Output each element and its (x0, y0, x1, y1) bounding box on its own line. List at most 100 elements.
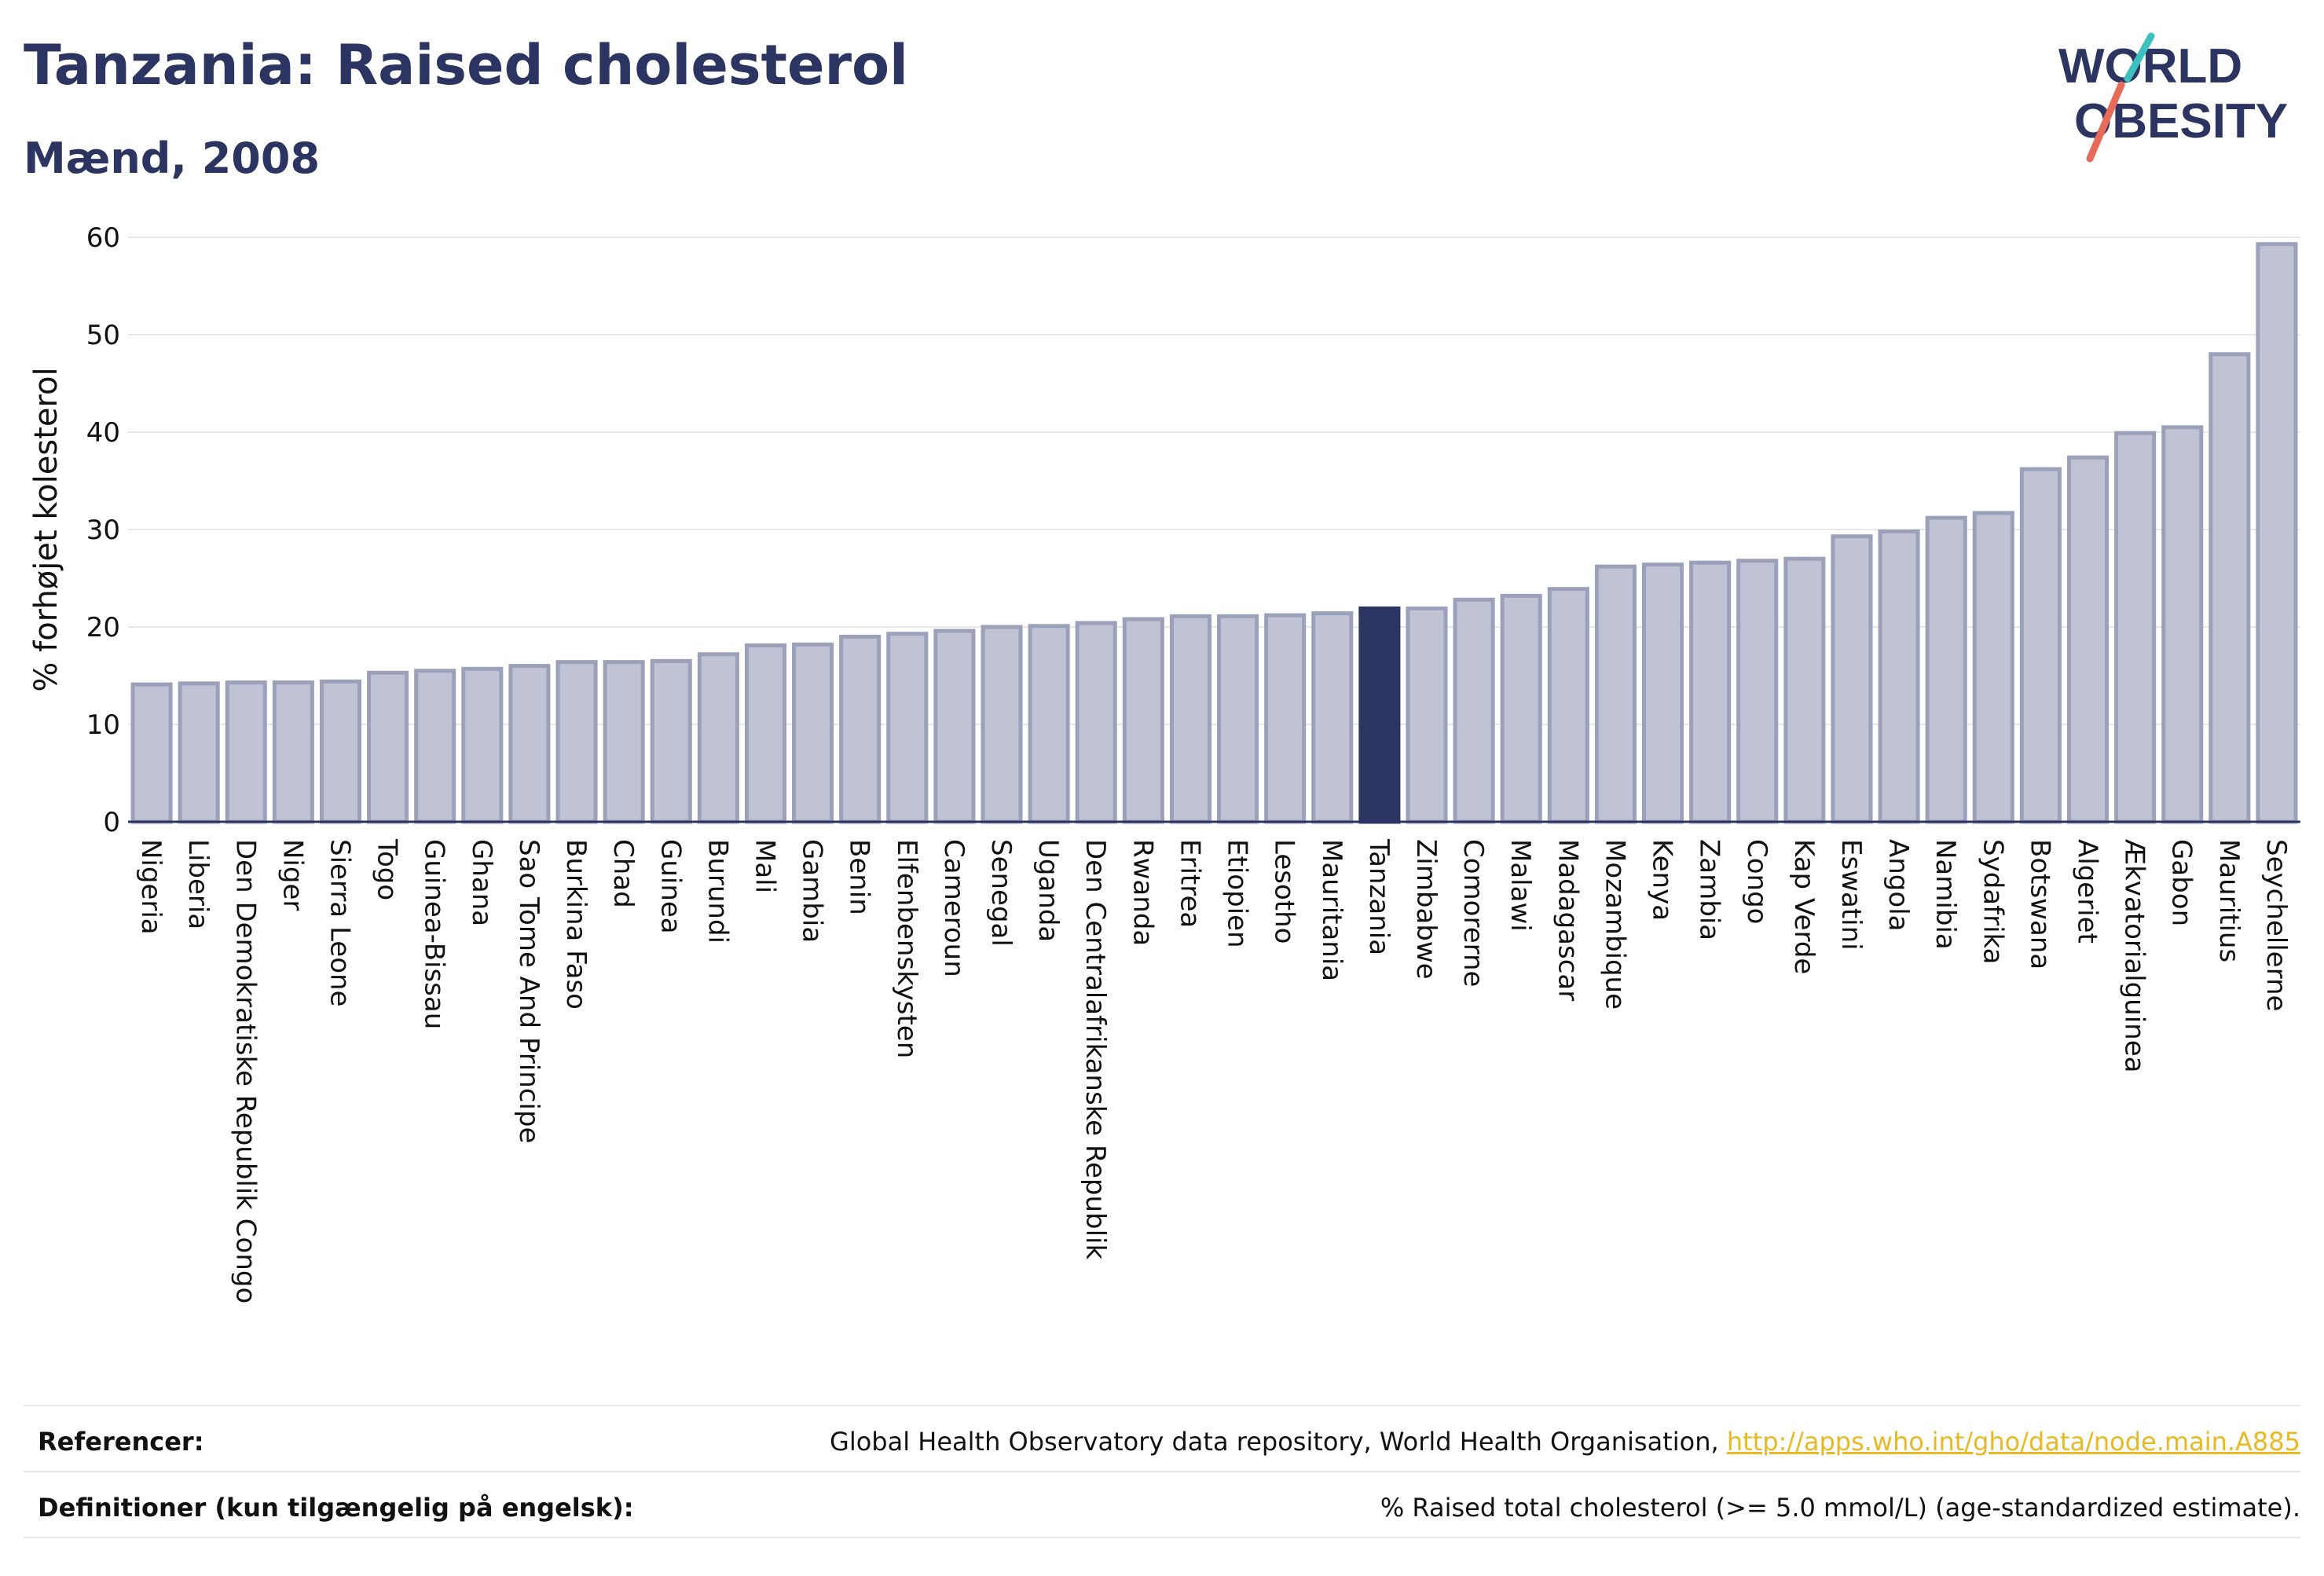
bar-angola[interactable] (1878, 529, 1920, 824)
y-axis-ticks: 0 10 20 30 40 50 60 (86, 222, 120, 838)
definitions-text: % Raised total cholesterol (>= 5.0 mmol/… (1380, 1493, 2300, 1523)
x-tick-label: Comorerne (1457, 839, 1489, 987)
bar-den-demokratiske-republik-congo[interactable] (225, 680, 267, 824)
x-tick-label: Angola (1882, 839, 1914, 931)
x-tick-label: Mali (749, 839, 780, 893)
x-tick-label: Guinea (654, 839, 686, 934)
bar-mauritania[interactable] (1311, 611, 1354, 824)
bar-tanzania[interactable] (1358, 606, 1401, 824)
bar-den-centralafrikanske-republik[interactable] (1075, 621, 1117, 824)
bar-ækvatorialguinea[interactable] (2114, 431, 2157, 824)
x-tick-label: Niger (277, 839, 308, 911)
bars (130, 242, 2298, 824)
bar-elfenbenskysten[interactable] (886, 632, 929, 824)
y-tick-label: 0 (103, 807, 120, 838)
x-tick-label: Nigeria (135, 839, 167, 935)
x-tick-label: Sao Tome And Principe (513, 839, 544, 1143)
x-tick-label: Rwanda (1127, 839, 1158, 946)
y-tick-label: 10 (86, 709, 120, 741)
bar-zambia[interactable] (1689, 560, 1732, 824)
y-tick-label: 50 (86, 320, 120, 351)
references-source: Global Health Observatory data repositor… (830, 1427, 1727, 1457)
bar-guinea-bissau[interactable] (414, 669, 456, 824)
references-text: Global Health Observatory data repositor… (830, 1427, 2300, 1457)
bar-sierra-leone[interactable] (319, 679, 362, 824)
y-tick-label: 40 (86, 417, 120, 449)
bar-malawi[interactable] (1500, 593, 1542, 824)
x-tick-label: Burkina Faso (560, 839, 592, 1010)
y-tick-label: 20 (86, 612, 120, 643)
bar-eswatini[interactable] (1831, 534, 1873, 824)
bar-madagascar[interactable] (1547, 587, 1589, 824)
x-tick-label: Kenya (1647, 839, 1678, 921)
bar-uganda[interactable] (1028, 624, 1070, 824)
bar-cameroun[interactable] (933, 629, 976, 824)
bar-niger[interactable] (272, 680, 314, 824)
bar-etiopien[interactable] (1217, 614, 1259, 824)
bar-chart: 0 10 20 30 40 50 60 Nigeria Liberia Den Demokrat… (28, 222, 2300, 1303)
bar-benin[interactable] (839, 634, 882, 824)
y-tick-label: 30 (86, 515, 120, 546)
bar-mali[interactable] (744, 643, 787, 824)
bar-togo[interactable] (367, 670, 409, 824)
bar-sao-tome-and-principe[interactable] (508, 664, 551, 824)
x-tick-label: Burundi (702, 839, 733, 944)
x-tick-label: Guinea-Bissau (419, 839, 450, 1029)
bar-guinea[interactable] (650, 658, 692, 824)
x-tick-label: Kap Verde (1788, 839, 1820, 974)
bar-gambia[interactable] (792, 642, 834, 824)
world-obesity-logo: WORLD OBESITY (2058, 32, 2288, 163)
logo-line1: WORLD (2058, 39, 2242, 93)
x-tick-label: Ghana (466, 839, 497, 926)
bar-nigeria[interactable] (130, 682, 173, 824)
x-tick-label: Gabon (2166, 839, 2198, 926)
bar-kap-verde[interactable] (1783, 556, 1826, 824)
x-tick-label: Eswatini (1835, 839, 1867, 951)
references-label: Referencer: (38, 1427, 204, 1457)
bar-zimbabwe[interactable] (1406, 606, 1448, 824)
bar-congo[interactable] (1736, 559, 1779, 824)
bar-chad[interactable] (603, 660, 645, 824)
bar-gabon[interactable] (2161, 425, 2204, 824)
bar-mozambique[interactable] (1594, 564, 1637, 824)
x-tick-label: Etiopien (1222, 839, 1253, 948)
bar-sydafrika[interactable] (1972, 511, 2014, 824)
x-tick-label: Mauritania (1316, 839, 1347, 981)
chart-subtitle: Mænd, 2008 (24, 134, 321, 183)
footer-divider-bottom (24, 1537, 2300, 1538)
bar-namibia[interactable] (1925, 515, 1967, 824)
bar-senegal[interactable] (981, 625, 1023, 824)
bar-rwanda[interactable] (1122, 617, 1164, 824)
y-tick-label: 60 (86, 222, 120, 254)
x-tick-label: Benin (844, 839, 875, 915)
bar-algeriet[interactable] (2066, 455, 2110, 824)
bar-burundi[interactable] (697, 652, 739, 824)
x-tick-label: Madagascar (1552, 839, 1583, 1001)
x-tick-label: Eritrea (1174, 839, 1205, 928)
x-tick-label: Elfenbenskysten (891, 839, 922, 1058)
footer-divider-middle (24, 1471, 2300, 1472)
bar-kenya[interactable] (1641, 563, 1684, 824)
bar-botswana[interactable] (2019, 467, 2062, 824)
references-link[interactable]: http://apps.who.int/gho/data/node.main.A… (1726, 1427, 2300, 1457)
x-tick-label: Congo (1741, 839, 1772, 924)
bar-lesotho[interactable] (1264, 613, 1307, 824)
x-tick-label: Lesotho (1269, 839, 1300, 944)
bar-eritrea[interactable] (1169, 614, 1211, 824)
x-tick-label: Mozambique (1599, 839, 1630, 1010)
bar-comorerne[interactable] (1453, 597, 1495, 824)
x-tick-label: Tanzania (1363, 838, 1395, 955)
x-tick-label: Malawi (1505, 839, 1536, 932)
x-tick-label: Namibia (1930, 839, 1961, 950)
x-tick-label: Sierra Leone (324, 839, 355, 1006)
bar-ghana[interactable] (461, 666, 504, 824)
logo-slash-red (2086, 81, 2125, 163)
footer-divider-top (24, 1405, 2300, 1406)
bar-liberia[interactable] (178, 681, 220, 824)
x-tick-label: Sydafrika (1977, 839, 2008, 964)
bar-burkina-faso[interactable] (555, 660, 598, 824)
chart-title: Tanzania: Raised cholesterol (24, 33, 909, 97)
bar-seychellerne[interactable] (2256, 242, 2298, 824)
bar-mauritius[interactable] (2209, 352, 2251, 824)
y-axis-label: % forhøjet kolesterol (28, 367, 64, 691)
